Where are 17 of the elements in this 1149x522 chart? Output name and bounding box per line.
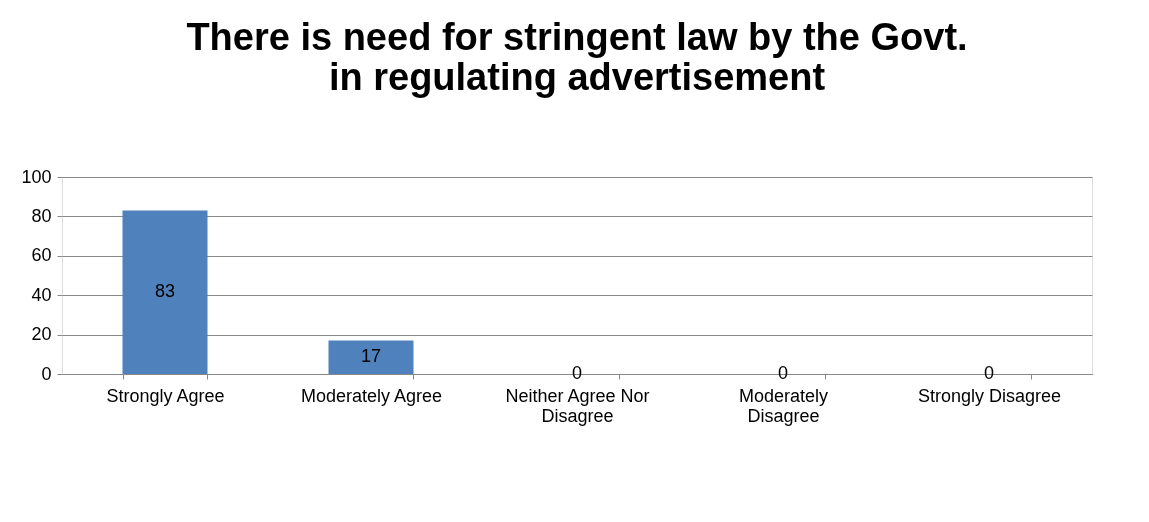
y-tick-label: 40 xyxy=(31,284,52,305)
y-tick-label: 80 xyxy=(31,205,52,226)
x-tick-label: Strongly Agree xyxy=(106,385,225,406)
y-tick-label: 100 xyxy=(21,166,52,187)
x-tick-label: Moderately Disagree xyxy=(738,385,829,426)
y-tick-label: 60 xyxy=(31,245,52,266)
chart-title: There is need for stringent law by the Govt. in regulating advertisement xyxy=(186,16,968,98)
x-tick-label: Moderately Agree xyxy=(300,385,443,406)
data-label: 17 xyxy=(360,346,382,367)
data-label: 0 xyxy=(571,363,583,383)
y-tick-label: 20 xyxy=(31,324,52,345)
data-label: 0 xyxy=(983,363,995,383)
x-tick-label: Neither Agree Nor Disagree xyxy=(505,385,650,426)
y-tick-label: 0 xyxy=(41,363,52,384)
data-label: 0 xyxy=(777,363,789,383)
x-tick-label: Strongly Disagree xyxy=(917,385,1062,406)
data-label: 83 xyxy=(154,281,176,302)
